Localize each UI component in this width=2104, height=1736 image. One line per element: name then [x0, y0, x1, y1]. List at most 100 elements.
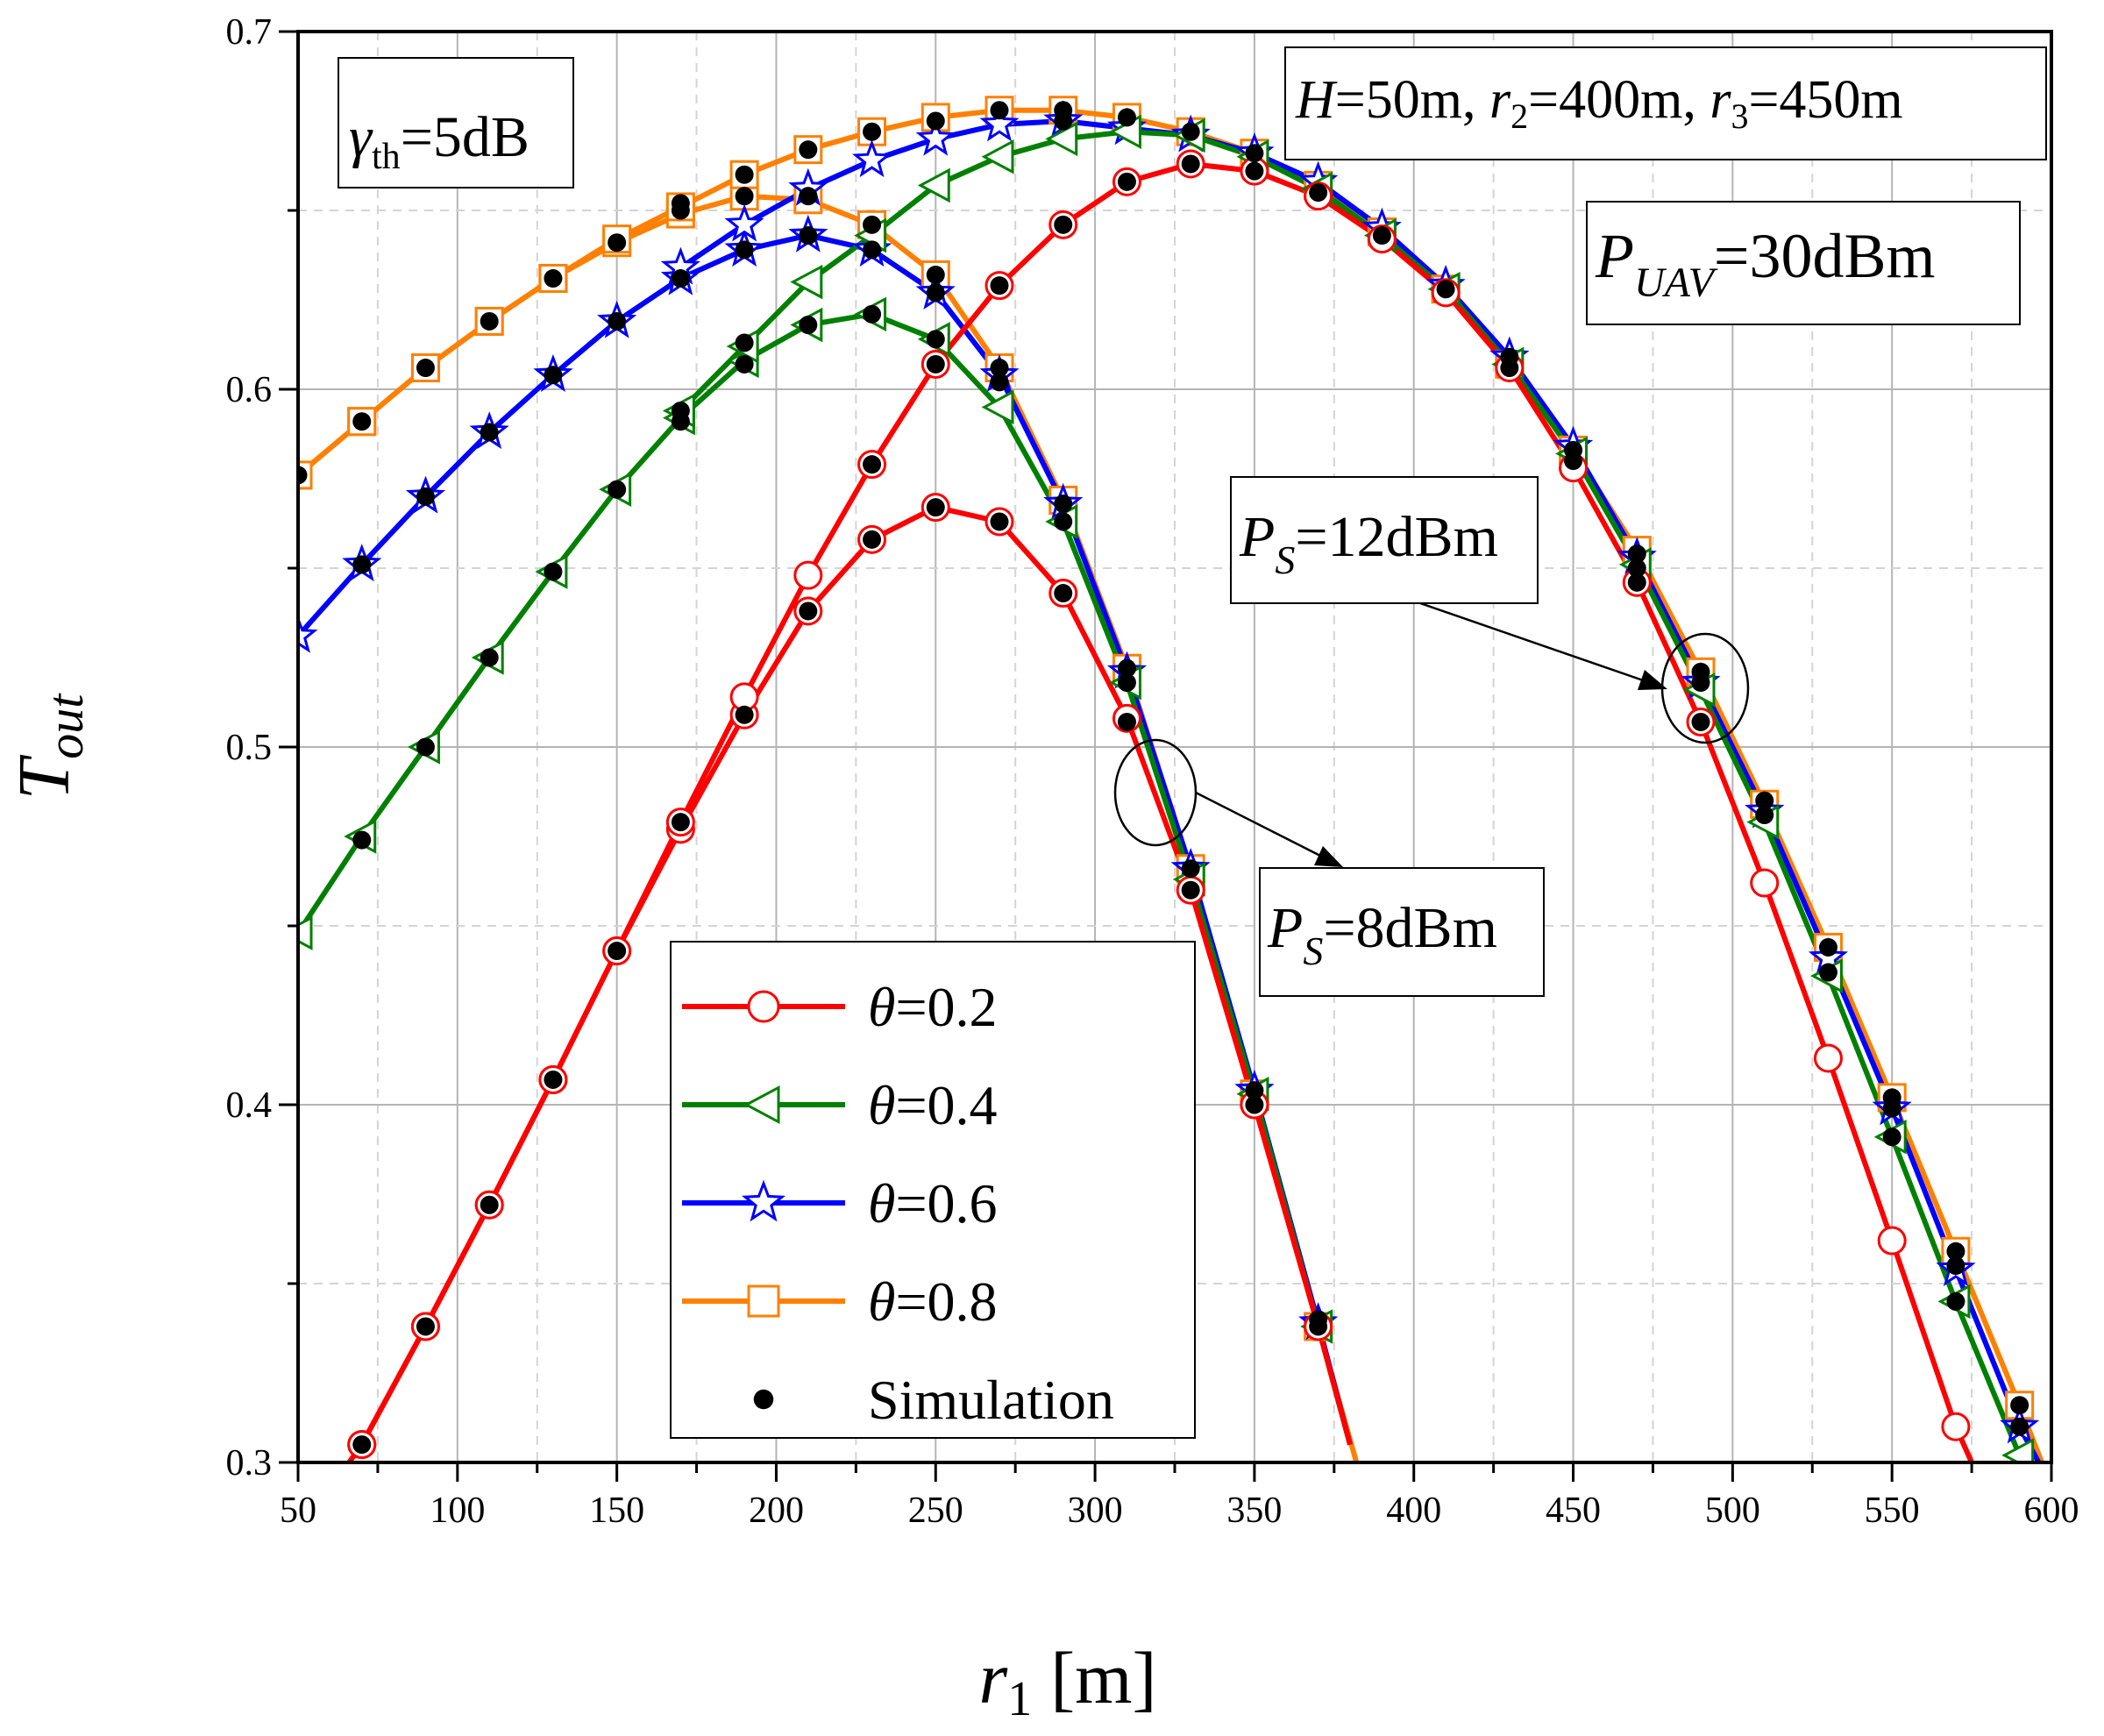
marker-dot [544, 269, 563, 288]
marker-dot [990, 101, 1009, 120]
marker-dot [1500, 347, 1519, 366]
legend-value: =0.4 [895, 1074, 997, 1136]
marker-dot [863, 122, 882, 141]
marker-dot [1245, 144, 1264, 163]
marker-dot [735, 187, 754, 206]
marker-dot [1946, 1256, 1965, 1276]
ps-8-arrowhead [1314, 846, 1343, 867]
marker-dot [863, 455, 882, 474]
ps-12-subscript: S [1275, 537, 1295, 582]
marker-dot [926, 330, 945, 349]
marker-dot [1946, 1242, 1965, 1261]
series-line [298, 311, 1353, 1446]
marker-dot [671, 269, 690, 288]
legend-symbol: θ [868, 1172, 895, 1234]
marker-dot [671, 813, 690, 832]
marker-dot [1564, 440, 1583, 459]
gamma-value: =5dB [401, 105, 530, 169]
marker-dot [298, 466, 308, 485]
marker-dot [799, 601, 818, 621]
marker-dot [926, 354, 945, 374]
marker-dot [480, 311, 499, 331]
annotation-ps-8: PS=8dBm [1113, 738, 1545, 997]
x-tick-label: 250 [908, 1491, 963, 1531]
marker-dot [1054, 512, 1073, 531]
marker-dot [799, 187, 818, 206]
marker-dot [1117, 108, 1136, 127]
annotation-ps-12-box [1230, 476, 1539, 604]
marker-dot [926, 111, 945, 131]
ps-8-value: =8dBm [1323, 896, 1497, 960]
x-tick-label: 300 [1068, 1491, 1123, 1531]
marker-dot [1882, 1088, 1901, 1107]
marker-dot [1117, 172, 1136, 191]
marker-dot [990, 373, 1009, 392]
marker-dot [863, 304, 882, 324]
annotation-ps-8-text: PS=8dBm [1267, 896, 1497, 973]
marker-dot [990, 276, 1009, 295]
marker-dot [1054, 494, 1073, 514]
marker-dot [608, 942, 627, 961]
ps-12-value: =12dBm [1295, 505, 1498, 569]
marker-dot [990, 359, 1009, 378]
marker-dot [352, 1435, 372, 1455]
marker-star [741, 1179, 786, 1222]
param-h-symbol: H [1295, 70, 1338, 130]
marker-dot [480, 1195, 499, 1214]
marker-dot [1181, 880, 1200, 900]
p-uav-value: =30dBm [1714, 221, 1936, 291]
marker-dot [1755, 806, 1774, 825]
param-r2-subscript: 2 [1510, 96, 1528, 136]
y-tick-label: 0.4 [226, 1085, 273, 1126]
marker-triangle [743, 1085, 780, 1125]
marker-dot [926, 498, 945, 517]
marker-triangle [981, 389, 1014, 425]
legend-label: θ=0.8 [868, 1270, 998, 1333]
marker-dot [352, 830, 372, 850]
x-tick-label: 350 [1226, 1491, 1282, 1531]
marker-dot [863, 240, 882, 260]
series-line [346, 161, 1974, 1462]
annotation-gamma-box [338, 57, 574, 189]
marker-dot [1309, 1310, 1328, 1329]
marker-dot [990, 512, 1009, 531]
x-tick-label: 100 [430, 1491, 485, 1531]
legend-symbol: θ [868, 1074, 895, 1136]
marker-dot [1181, 122, 1200, 141]
marker-dot [1627, 544, 1646, 564]
marker-dot [735, 354, 754, 374]
marker-triangle [1045, 121, 1078, 157]
marker-star [979, 103, 1020, 142]
x-tick-label: 600 [2024, 1491, 2079, 1531]
marker-dot [544, 1070, 563, 1089]
legend-value: =0.6 [895, 1172, 997, 1234]
marker-dot [1181, 154, 1200, 174]
marker-dot [1117, 658, 1136, 678]
marker-dot [608, 311, 627, 331]
marker-dot [1245, 161, 1264, 181]
legend-value: =0.2 [895, 976, 997, 1038]
marker-dot [926, 265, 945, 284]
gamma-symbol: γ [349, 105, 373, 169]
marker-star [724, 203, 764, 242]
marker-circle [1877, 1226, 1907, 1256]
marker-circle [793, 560, 823, 590]
marker-dot [544, 366, 563, 385]
marker-dot [671, 401, 690, 420]
param-h-value: =50m, [1335, 70, 1489, 130]
legend-entry: θ=0.6 [682, 1172, 998, 1234]
marker-triangle [981, 139, 1014, 174]
y-axis-subscript: out [37, 693, 94, 759]
marker-dot [671, 194, 690, 213]
marker-dot [544, 562, 563, 581]
marker-dot [799, 316, 818, 335]
marker-dot [1372, 226, 1391, 245]
x-tick-label: 400 [1386, 1491, 1441, 1531]
legend-symbol: θ [868, 976, 895, 1038]
ps-12-arrow [1419, 601, 1649, 684]
marker-dot [352, 412, 372, 431]
marker-square [747, 1284, 780, 1318]
legend-value: =0.8 [895, 1270, 997, 1333]
marker-dot [1054, 584, 1073, 603]
